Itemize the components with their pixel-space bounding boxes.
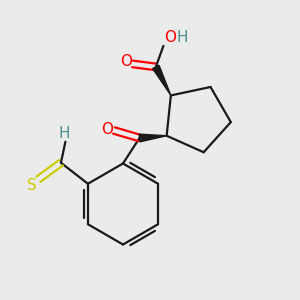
Polygon shape bbox=[153, 65, 171, 95]
Text: S: S bbox=[27, 178, 37, 193]
Text: H: H bbox=[177, 30, 188, 45]
Text: O: O bbox=[101, 122, 113, 136]
Polygon shape bbox=[139, 134, 167, 142]
Text: O: O bbox=[120, 54, 132, 69]
Text: O: O bbox=[164, 30, 176, 45]
Text: H: H bbox=[58, 126, 70, 141]
